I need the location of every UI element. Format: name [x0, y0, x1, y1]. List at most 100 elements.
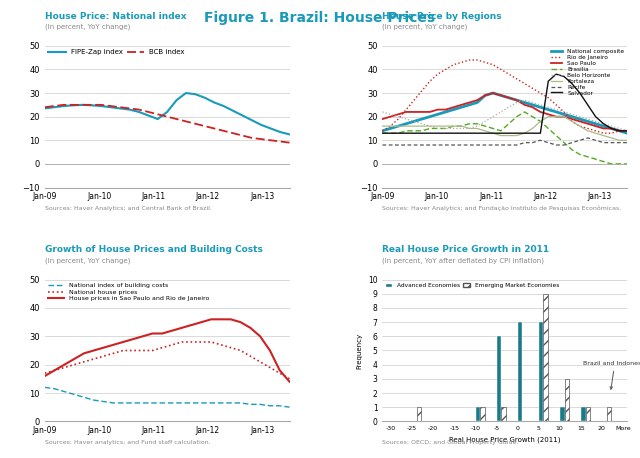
Salvador	[465, 131, 473, 136]
House prices in Sao Paulo and Rio de Janeiro	[70, 356, 78, 362]
Brasilia	[513, 114, 520, 120]
Recife	[505, 142, 513, 148]
Brasilia	[442, 126, 449, 131]
Rio de Janeiro	[552, 102, 560, 108]
National composite	[545, 107, 552, 112]
Salvador	[458, 131, 465, 136]
FIPE-Zap index	[211, 100, 218, 105]
Text: Growth of House Prices and Building Costs: Growth of House Prices and Building Cost…	[45, 245, 262, 255]
Bar	[586, 407, 590, 421]
House prices in Sao Paulo and Rio de Janeiro	[198, 319, 205, 325]
Text: Figure 1. Brazil: House Prices: Figure 1. Brazil: House Prices	[204, 11, 436, 26]
Salvador	[474, 131, 481, 136]
Rio de Janeiro	[497, 67, 505, 72]
House prices in Sao Paulo and Rio de Janeiro	[109, 342, 117, 348]
BCB index	[163, 114, 171, 120]
Line: Fortaleza: Fortaleza	[383, 117, 627, 140]
Sao Paulo	[458, 102, 465, 108]
National house prices	[41, 371, 49, 376]
National house prices	[188, 339, 195, 345]
Fortaleza	[434, 123, 442, 129]
Fortaleza	[623, 137, 631, 143]
Bar	[518, 322, 522, 421]
Line: Brasilia: Brasilia	[383, 112, 627, 164]
BCB index	[145, 109, 152, 114]
BCB index	[276, 139, 284, 144]
Fortaleza	[394, 123, 402, 129]
National index of building costs	[100, 399, 108, 404]
National composite	[505, 95, 513, 100]
BCB index	[60, 102, 67, 108]
Text: Sources: OECD; and Global Property Guide.: Sources: OECD; and Global Property Guide…	[383, 440, 519, 445]
Salvador	[394, 131, 402, 136]
Recife	[552, 142, 560, 148]
Sao Paulo	[607, 126, 615, 131]
FIPE-Zap index	[248, 117, 256, 123]
Belo Horizonte	[560, 109, 568, 114]
Brasilia	[426, 126, 434, 131]
Rio de Janeiro	[426, 78, 434, 84]
Brasilia	[616, 161, 623, 167]
FIPE-Zap index	[276, 129, 284, 135]
Belo Horizonte	[481, 119, 489, 124]
Bar	[501, 407, 506, 421]
BCB index	[267, 137, 275, 143]
FIPE-Zap index	[125, 107, 133, 112]
Belo Horizonte	[623, 128, 631, 134]
National composite	[458, 104, 465, 110]
Text: (In percent, YoY change): (In percent, YoY change)	[383, 23, 468, 30]
Rio de Janeiro	[584, 126, 591, 131]
Sao Paulo	[536, 109, 544, 114]
National index of building costs	[178, 400, 186, 406]
National composite	[584, 119, 591, 124]
National index of building costs	[61, 389, 68, 394]
National composite	[387, 126, 394, 131]
House prices in Sao Paulo and Rio de Janeiro	[61, 362, 68, 367]
Sao Paulo	[552, 114, 560, 120]
Brasilia	[576, 152, 584, 157]
Rio de Janeiro	[481, 60, 489, 65]
Belo Horizonte	[418, 121, 426, 126]
National composite	[607, 126, 615, 131]
National index of building costs	[207, 400, 215, 406]
National house prices	[276, 371, 284, 376]
Recife	[607, 140, 615, 145]
Brasilia	[505, 121, 513, 126]
National house prices	[198, 339, 205, 345]
House prices in Sao Paulo and Rio de Janeiro	[217, 316, 225, 322]
Sao Paulo	[474, 98, 481, 103]
Text: Sources: Haver analytics; and Fund staff calculation.: Sources: Haver analytics; and Fund staff…	[45, 440, 211, 445]
FIPE-Zap index	[51, 104, 58, 110]
Belo Horizonte	[394, 114, 402, 120]
Recife	[600, 140, 607, 145]
National house prices	[159, 345, 166, 350]
National index of building costs	[217, 400, 225, 406]
Text: House Price: National index: House Price: National index	[45, 11, 186, 21]
Recife	[592, 137, 600, 143]
National house prices	[129, 348, 137, 353]
National house prices	[207, 339, 215, 345]
Belo Horizonte	[552, 107, 560, 112]
Fortaleza	[474, 126, 481, 131]
Salvador	[434, 131, 442, 136]
Sao Paulo	[592, 123, 600, 129]
Sao Paulo	[576, 119, 584, 124]
Text: House Price by Regions: House Price by Regions	[383, 11, 502, 21]
National composite	[497, 93, 505, 98]
Sao Paulo	[513, 98, 520, 103]
Text: (In percent, YoY change): (In percent, YoY change)	[45, 257, 130, 264]
Brasilia	[607, 161, 615, 167]
National index of building costs	[246, 402, 254, 407]
Sao Paulo	[387, 114, 394, 120]
National composite	[513, 98, 520, 103]
Belo Horizonte	[521, 98, 529, 103]
Sao Paulo	[403, 109, 410, 114]
Brasilia	[403, 128, 410, 134]
Brasilia	[592, 157, 600, 162]
Recife	[560, 142, 568, 148]
Text: (In percent, YoY after deflated by CPI inflation): (In percent, YoY after deflated by CPI i…	[383, 257, 545, 264]
Recife	[497, 142, 505, 148]
Salvador	[387, 131, 394, 136]
Recife	[474, 142, 481, 148]
Salvador	[623, 128, 631, 134]
